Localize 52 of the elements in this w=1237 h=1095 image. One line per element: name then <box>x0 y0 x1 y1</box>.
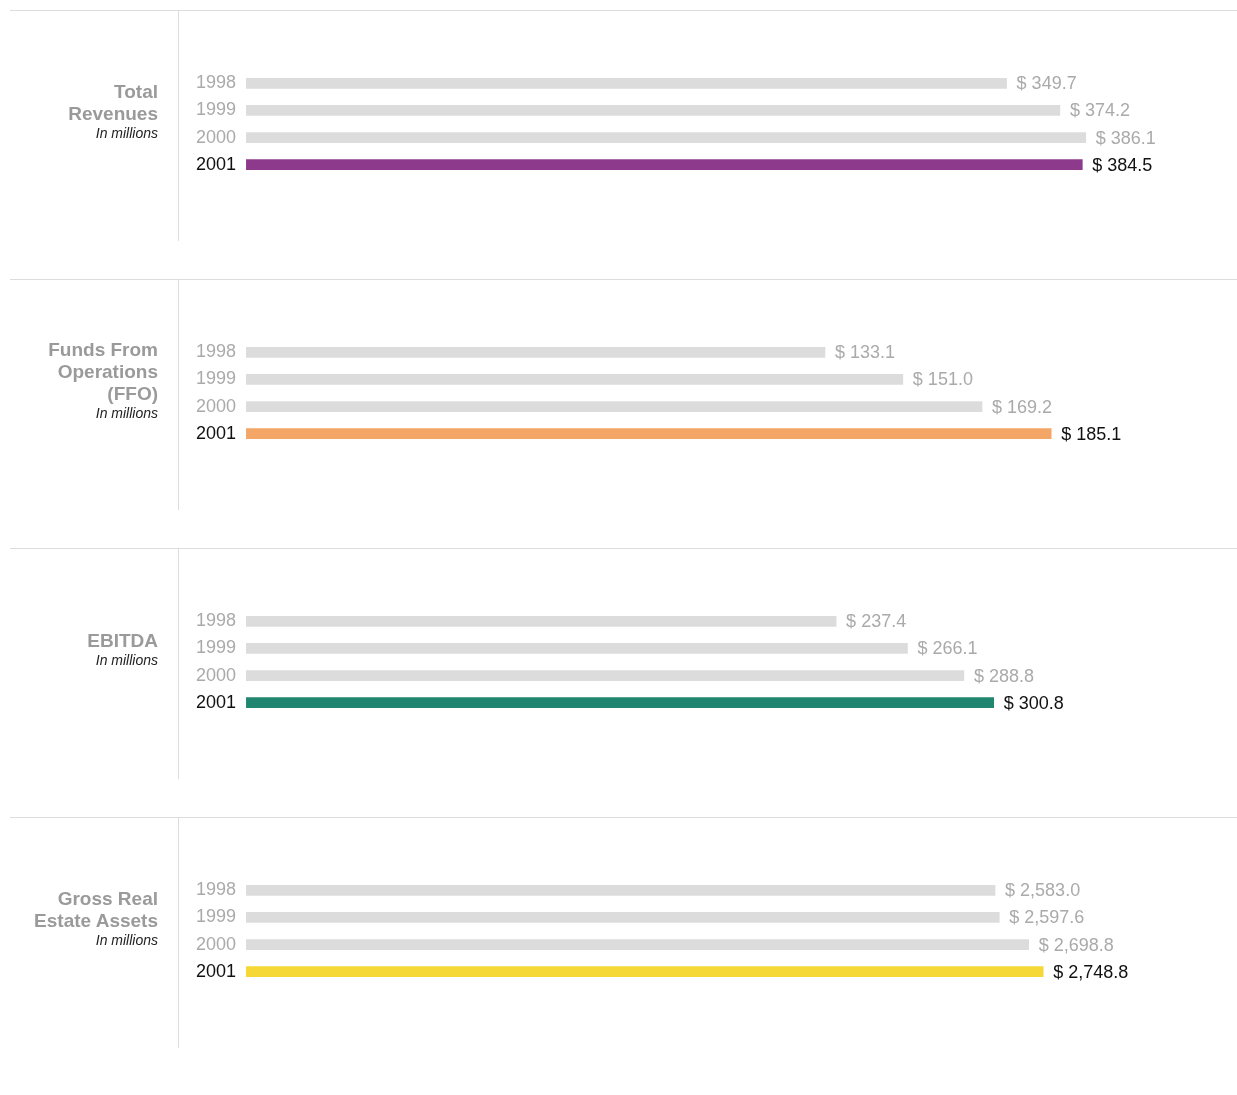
data-label: $ 349.7 <box>1016 73 1077 94</box>
bar <box>246 670 965 681</box>
y-tick-label: 2001 <box>196 422 237 443</box>
y-tick-label: 1998 <box>196 341 237 362</box>
y-tick-label: 2001 <box>196 153 237 174</box>
data-label: $ 288.8 <box>973 665 1034 686</box>
text: Gross Real Estate Assets <box>33 888 158 932</box>
y-tick-label: 2000 <box>196 126 237 147</box>
text: In millions <box>94 405 158 421</box>
data-label: $ 374.2 <box>1069 100 1130 121</box>
bar <box>246 697 995 708</box>
y-tick-label: 1999 <box>196 368 237 389</box>
y-tick-label: 2000 <box>196 933 237 954</box>
y-tick-label: 1999 <box>196 637 237 658</box>
data-label: $ 237.4 <box>846 611 907 632</box>
bar <box>246 643 908 654</box>
y-tick-label: 1998 <box>196 72 237 93</box>
bar <box>246 428 1052 439</box>
data-label: $ 2,583.0 <box>1005 880 1081 901</box>
text: EBITDA <box>86 630 158 652</box>
data-label: $ 2,748.8 <box>1053 961 1129 982</box>
text: In millions <box>94 652 158 668</box>
data-label: $ 151.0 <box>912 369 973 390</box>
text: In millions <box>94 932 158 948</box>
data-label: $ 386.1 <box>1095 127 1156 148</box>
y-tick-label: 2000 <box>196 664 237 685</box>
text: Funds From Operations (FFO) <box>47 339 158 405</box>
bar <box>246 374 904 385</box>
bar <box>246 885 996 896</box>
data-label: $ 2,597.6 <box>1009 907 1085 928</box>
data-label: $ 384.5 <box>1092 154 1153 175</box>
bar <box>246 912 1000 923</box>
bar <box>246 939 1029 950</box>
bar <box>246 347 826 358</box>
data-label: $ 133.1 <box>835 342 896 363</box>
y-tick-label: 1998 <box>196 610 237 631</box>
y-tick-label: 1999 <box>196 99 237 120</box>
bar <box>246 401 983 412</box>
bar <box>246 966 1044 977</box>
y-tick-label: 1998 <box>196 879 237 900</box>
data-label: $ 169.2 <box>992 396 1053 417</box>
data-label: $ 266.1 <box>917 638 978 659</box>
y-tick-label: 2001 <box>196 691 237 712</box>
y-tick-label: 2000 <box>196 395 237 416</box>
text: Total Revenues <box>67 81 158 125</box>
data-label: $ 2,698.8 <box>1038 934 1114 955</box>
y-tick-label: 1999 <box>196 906 237 927</box>
text: In millions <box>94 125 158 141</box>
y-tick-label: 2001 <box>196 960 237 981</box>
data-label: $ 300.8 <box>1003 692 1064 713</box>
bar <box>246 616 837 627</box>
data-label: $ 185.1 <box>1061 423 1122 444</box>
